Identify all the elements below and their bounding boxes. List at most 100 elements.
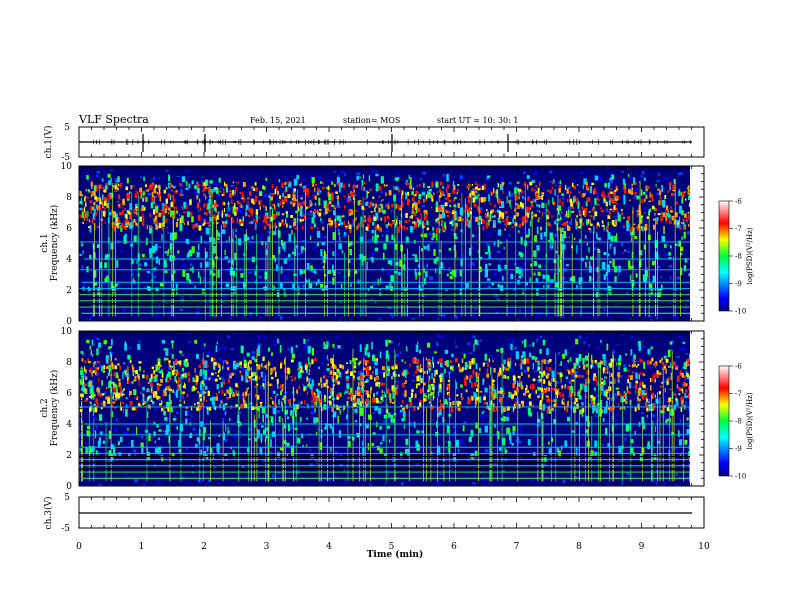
spectrogram-cell xyxy=(623,189,627,194)
spectrogram-cell xyxy=(634,235,638,240)
spectrogram-cell xyxy=(594,415,598,417)
spectrogram-cell xyxy=(481,478,486,481)
spectrogram-cell xyxy=(345,233,347,236)
spectrogram-cell xyxy=(420,248,423,252)
spectrogram-cell xyxy=(347,268,351,277)
spectrogram-cell xyxy=(541,195,543,200)
spectrogram-cell xyxy=(603,287,608,291)
spectrogram-cell xyxy=(538,264,542,269)
spectrogram-cell xyxy=(103,170,105,174)
spectrogram-cell xyxy=(376,185,378,192)
spectrogram-cell xyxy=(164,357,166,361)
spectrogram-cell xyxy=(124,432,129,436)
spectrogram-cell xyxy=(302,285,304,288)
spectrogram-cell xyxy=(305,369,308,373)
spectrogram-cell xyxy=(241,191,243,197)
spectrogram-cell xyxy=(368,414,372,420)
spectrogram-cell xyxy=(358,370,362,375)
spectrogram-cell xyxy=(509,358,511,366)
spectrogram-cell xyxy=(142,216,145,222)
spectrogram-cell xyxy=(383,352,387,356)
spectrogram-cell xyxy=(356,377,361,380)
spectrogram-cell xyxy=(569,277,573,281)
spectrogram-cell xyxy=(628,189,632,194)
spectrogram-cell xyxy=(179,182,182,186)
spectrogram-cell xyxy=(159,189,161,195)
spectrogram-cell xyxy=(199,198,201,203)
spectrogram-cell xyxy=(307,195,310,197)
spectrogram-cell xyxy=(516,212,519,217)
spectrogram-cell xyxy=(311,271,314,273)
spectrogram-cell xyxy=(452,458,456,463)
spectrogram-cell xyxy=(661,415,666,419)
spectrogram-cell xyxy=(203,203,206,208)
spectrogram-cell xyxy=(582,193,585,198)
spectrogram-cell xyxy=(497,284,500,288)
spectrogram-cell xyxy=(255,212,258,220)
spectrogram-cell xyxy=(682,366,686,369)
spectrogram-cell xyxy=(234,451,236,459)
spectrogram-cell xyxy=(217,453,222,455)
spectrogram-cell xyxy=(79,207,82,210)
spectrogram-cell xyxy=(350,319,353,321)
spectrogram-cell xyxy=(170,249,172,254)
spectrogram-cell xyxy=(665,209,669,213)
spectrogram-cell xyxy=(520,355,524,358)
spectrogram-cell xyxy=(83,218,86,221)
spectrogram-cell xyxy=(209,180,213,184)
spectrogram-cell xyxy=(502,189,504,194)
spectrogram-cell xyxy=(359,221,363,225)
spectrogram-cell xyxy=(224,256,228,259)
spectrogram-cell xyxy=(354,217,357,222)
spectrogram-cell xyxy=(653,207,656,211)
spectrogram-cell xyxy=(398,271,401,276)
spectrogram-cell xyxy=(259,447,263,455)
spectrogram-cell xyxy=(386,425,391,429)
spectrogram-cell xyxy=(191,180,194,185)
spectrogram-cell xyxy=(386,350,389,358)
spectrogram-cell xyxy=(275,186,278,190)
spectrogram-cell xyxy=(595,405,599,414)
spectrogram-cell xyxy=(428,375,431,383)
spectrogram-cell xyxy=(503,359,506,365)
spectrogram-cell xyxy=(79,468,83,472)
spectrogram-cell xyxy=(484,183,487,190)
spectrogram-cell xyxy=(491,386,495,392)
spectrogram-cell xyxy=(380,442,383,445)
spectrogram-cell xyxy=(376,234,379,238)
spectrogram-cell xyxy=(278,429,281,434)
spectrogram-cell xyxy=(123,368,125,371)
spectrogram-cell xyxy=(203,369,207,375)
spectrogram-cell xyxy=(431,195,434,199)
spectrogram-cell xyxy=(128,453,131,458)
spectrogram-cell xyxy=(418,349,422,354)
spectrogram-cell xyxy=(113,301,115,303)
spectrogram-cell xyxy=(203,192,206,197)
spectrogram-cell xyxy=(303,269,306,274)
spectrogram-cell xyxy=(227,202,230,205)
spectrogram-cell xyxy=(326,203,330,207)
spectrogram-cell xyxy=(285,294,288,297)
spectrogram-cell xyxy=(207,351,211,355)
spectrogram-cell xyxy=(279,344,282,353)
spectrogram-cell xyxy=(382,199,384,201)
spectrogram-cell xyxy=(271,184,274,189)
spectrogram-cell xyxy=(287,194,291,199)
spectrogram-cell xyxy=(126,193,130,199)
spectrogram-cell xyxy=(490,355,493,358)
spectrogram-cell xyxy=(226,366,230,371)
spectrogram-cell xyxy=(239,268,242,271)
spectrogram-cell xyxy=(379,425,382,430)
spectrogram-cell xyxy=(233,193,235,196)
spectrogram-cell xyxy=(522,216,525,220)
spectrogram-cell xyxy=(680,222,684,225)
spectrogram-cell xyxy=(199,222,203,225)
spectrogram-cell xyxy=(388,222,390,226)
spectrogram-cell xyxy=(442,173,445,177)
spectrogram-cell xyxy=(612,259,615,268)
spectrogram-cell xyxy=(241,374,244,381)
spectrogram-cell xyxy=(520,429,523,434)
spectrogram-cell xyxy=(484,449,489,453)
spectrogram-cell xyxy=(559,317,564,319)
spectrogram-cell xyxy=(148,378,153,382)
